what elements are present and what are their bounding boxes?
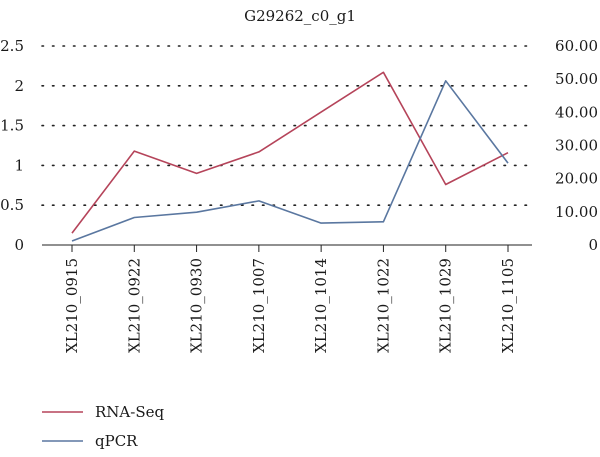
left-tick-label-2: 1	[14, 156, 24, 174]
left-tick-label-4: 2	[14, 77, 24, 95]
x-tick-label-2: XL210_0930	[188, 258, 206, 353]
x-tick-label-6: XL210_1029	[437, 258, 455, 353]
x-tick-label-4: XL210_1014	[312, 258, 330, 353]
chart-title: G29262_c0_g1	[244, 7, 356, 25]
right-y-axis-ticks: 0 10.00 20.00 30.00 40.00 50.00 60.00	[555, 37, 598, 254]
left-tick-label-0: 0	[14, 236, 24, 254]
left-tick-label-5: 2.5	[0, 37, 24, 55]
right-tick-label-4: 40.00	[555, 103, 598, 121]
series-line-qpcr	[71, 80, 509, 242]
x-tick-label-7: XL210_1105	[499, 258, 517, 353]
x-tick-label-5: XL210_1022	[374, 258, 392, 353]
right-tick-label-1: 10.00	[555, 203, 598, 221]
right-tick-label-3: 30.00	[555, 137, 598, 155]
right-tick-label-2: 20.00	[555, 170, 598, 188]
legend: RNA-Seq qPCR	[42, 403, 164, 450]
x-tick-label-0: XL210_0915	[63, 258, 81, 353]
legend-label-1: qPCR	[95, 432, 138, 450]
legend-label-0: RNA-Seq	[95, 403, 164, 421]
right-tick-label-0: 0	[588, 236, 598, 254]
right-tick-label-6: 60.00	[555, 37, 598, 55]
right-tick-label-5: 50.00	[555, 70, 598, 88]
gridlines	[41, 45, 533, 206]
x-tick-label-1: XL210_0922	[125, 258, 143, 353]
series-lines	[71, 71, 509, 242]
x-axis-ticks: XL210_0915 XL210_0922 XL210_0930 XL210_1007…	[63, 245, 517, 353]
x-tick-label-3: XL210_1007	[250, 258, 268, 353]
left-tick-label-3: 1.5	[0, 117, 24, 135]
series-line-rna-seq	[71, 71, 509, 234]
left-tick-label-1: 0.5	[0, 196, 24, 214]
left-y-axis-ticks: 0 0.5 1 1.5 2 2.5	[0, 37, 24, 254]
